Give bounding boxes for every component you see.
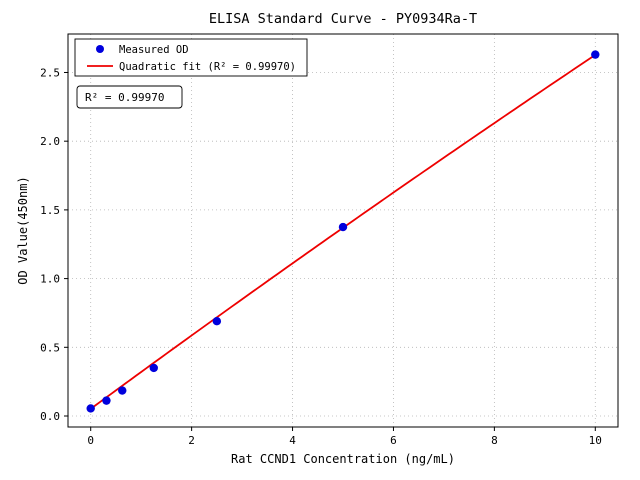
y-tick-label: 1.5 bbox=[40, 204, 60, 217]
x-tick-label: 8 bbox=[491, 434, 498, 447]
data-point bbox=[118, 386, 127, 395]
data-point bbox=[86, 404, 95, 413]
y-tick-label: 1.0 bbox=[40, 273, 60, 286]
x-axis-label: Rat CCND1 Concentration (ng/mL) bbox=[231, 452, 455, 466]
y-axis-label: OD Value(450nm) bbox=[16, 176, 30, 284]
legend-label-quadratic-fit: Quadratic fit (R² = 0.99970) bbox=[119, 61, 296, 73]
x-tick-label: 4 bbox=[289, 434, 296, 447]
x-tick-label: 6 bbox=[390, 434, 397, 447]
plot-frame bbox=[67, 33, 619, 428]
chart-title: ELISA Standard Curve - PY0934Ra-T bbox=[209, 11, 477, 27]
data-point bbox=[149, 363, 158, 373]
data-point bbox=[102, 396, 111, 405]
r-squared-annotation: R² = 0.99970 bbox=[85, 91, 164, 104]
r-squared-annotation-box bbox=[76, 85, 183, 109]
y-tick-label: 2.5 bbox=[40, 66, 60, 79]
x-tick-label: 2 bbox=[188, 434, 195, 447]
legend-box bbox=[74, 38, 308, 77]
y-tick-label: 0.0 bbox=[40, 410, 60, 423]
data-point bbox=[212, 316, 222, 326]
x-tick-label: 0 bbox=[87, 434, 94, 447]
data-point bbox=[591, 50, 600, 59]
y-tick-label: 0.5 bbox=[40, 341, 60, 354]
legend-label-measured-od: Measured OD bbox=[119, 44, 189, 56]
y-tick-label: 2.0 bbox=[40, 135, 60, 148]
data-point bbox=[338, 222, 348, 232]
x-tick-label: 10 bbox=[589, 434, 602, 447]
legend-marker-measured-od bbox=[96, 45, 104, 53]
